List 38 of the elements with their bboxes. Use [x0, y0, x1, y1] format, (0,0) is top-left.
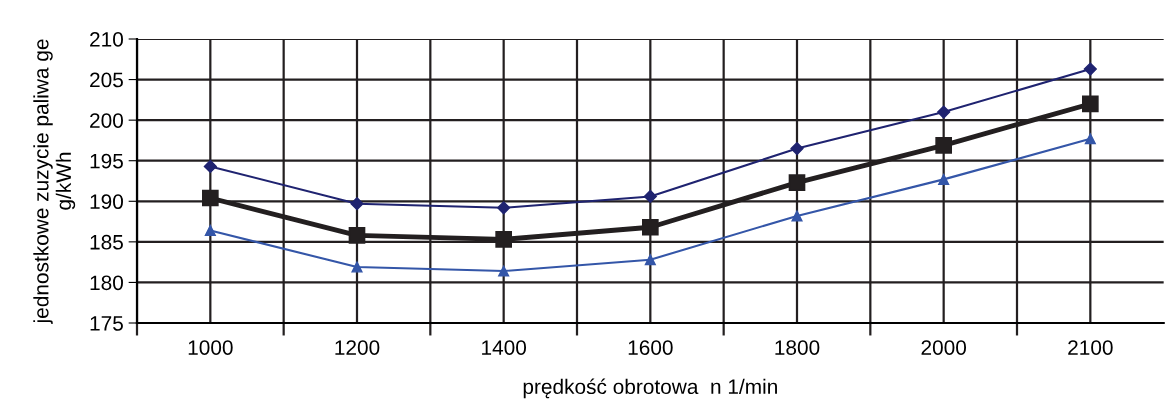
y-tick-label: 185 — [90, 234, 123, 250]
x-tick-label: 2100 — [1068, 340, 1113, 355]
point — [350, 197, 364, 211]
y-axis-title: jednostkowe zuzycie paliwa ge g/kWh — [33, 39, 76, 324]
point — [497, 201, 511, 215]
y-tick-label: 200 — [90, 113, 123, 128]
point — [788, 174, 806, 191]
point — [1084, 133, 1096, 145]
point — [791, 210, 803, 222]
y-tick-label: 210 — [90, 32, 123, 47]
y-tick-label: 205 — [90, 72, 123, 88]
point — [1083, 62, 1097, 76]
point — [937, 105, 951, 119]
point — [790, 141, 804, 156]
point — [641, 218, 659, 236]
x-tick-label: 1000 — [188, 340, 233, 355]
x-tick-label: 2000 — [921, 340, 967, 355]
y-tick-label: 195 — [90, 153, 123, 169]
point — [935, 136, 953, 154]
point — [498, 265, 510, 277]
y-tick-label: 190 — [90, 194, 123, 210]
x-tick-label: 1200 — [335, 340, 380, 355]
x-tick-label: 1600 — [628, 340, 673, 355]
x-tick-label: 1800 — [775, 340, 820, 355]
point — [644, 254, 656, 266]
y-tick-label: 175 — [90, 316, 123, 331]
point — [643, 189, 657, 204]
point — [201, 189, 219, 207]
y-tick-label: 180 — [90, 275, 123, 291]
point — [495, 231, 513, 248]
point — [1082, 95, 1099, 113]
point — [203, 159, 217, 173]
x-axis-title: prędkość obrotowa n 1/min — [523, 378, 777, 399]
point — [938, 173, 950, 185]
point — [204, 224, 216, 237]
x-tick-label: 1400 — [482, 340, 527, 355]
point — [348, 227, 366, 244]
point — [351, 261, 363, 273]
